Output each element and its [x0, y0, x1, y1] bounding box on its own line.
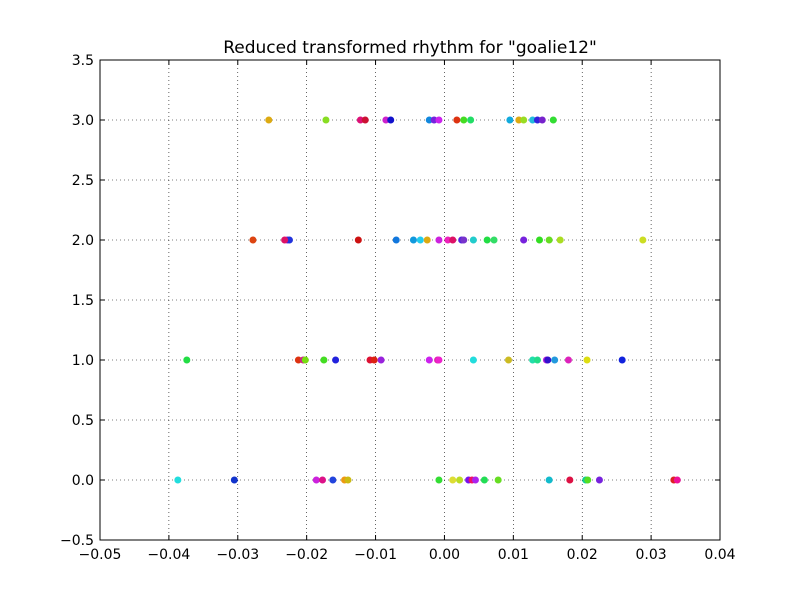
- data-point: [469, 356, 477, 364]
- data-point: [356, 116, 364, 124]
- data-point: [545, 236, 553, 244]
- data-point: [618, 356, 626, 364]
- data-point: [551, 356, 559, 364]
- data-point: [595, 476, 603, 484]
- data-point: [584, 476, 592, 484]
- data-point: [377, 356, 385, 364]
- x-tick-label: −0.01: [354, 547, 397, 563]
- data-point: [449, 476, 457, 484]
- data-point: [435, 476, 443, 484]
- data-point: [533, 116, 541, 124]
- data-point: [430, 116, 438, 124]
- data-point: [425, 356, 433, 364]
- x-tick-label: 0.00: [429, 547, 460, 563]
- data-point: [467, 116, 475, 124]
- data-point: [494, 476, 502, 484]
- y-tick-labels: −0.5 0.0 0.5 1.0 1.5 2.0 2.5 3.0 3.5: [60, 53, 94, 549]
- data-point: [294, 356, 302, 364]
- data-point: [471, 476, 479, 484]
- data-point: [529, 116, 537, 124]
- data-point: [382, 116, 390, 124]
- data-point: [435, 116, 443, 124]
- data-points: [174, 116, 681, 484]
- x-tick-label: −0.04: [147, 547, 190, 563]
- data-point: [387, 116, 395, 124]
- data-point: [301, 356, 309, 364]
- axis-ticks: [99, 59, 721, 541]
- data-point: [329, 476, 337, 484]
- data-point: [423, 236, 431, 244]
- data-point: [320, 356, 328, 364]
- data-point: [483, 236, 491, 244]
- data-point: [564, 356, 572, 364]
- x-tick-label: −0.03: [216, 547, 259, 563]
- data-point: [453, 116, 461, 124]
- data-point: [520, 116, 528, 124]
- data-point: [639, 236, 647, 244]
- y-tick-label: 2.5: [72, 173, 94, 189]
- data-point: [456, 476, 464, 484]
- data-point: [354, 236, 362, 244]
- data-point: [529, 356, 537, 364]
- x-tick-label: 0.03: [636, 547, 667, 563]
- data-point: [409, 236, 417, 244]
- data-point: [505, 356, 513, 364]
- data-point: [545, 476, 553, 484]
- data-point: [249, 236, 257, 244]
- data-point: [583, 356, 591, 364]
- data-point: [183, 356, 191, 364]
- x-tick-label: 0.01: [498, 547, 529, 563]
- data-point: [506, 116, 514, 124]
- data-point: [174, 476, 182, 484]
- y-tick-label: 3.5: [72, 53, 94, 69]
- data-point: [460, 236, 468, 244]
- x-tick-label: −0.02: [285, 547, 328, 563]
- chart-title: Reduced transformed rhythm for "goalie12…: [223, 38, 597, 58]
- x-tick-labels: −0.05 −0.04 −0.03 −0.02 −0.01 0.00 0.01 0.02 0.0…: [79, 547, 736, 563]
- data-point: [230, 476, 238, 484]
- data-point: [449, 236, 457, 244]
- data-point: [344, 476, 352, 484]
- data-point: [490, 236, 498, 244]
- data-point: [538, 116, 546, 124]
- data-point: [416, 236, 424, 244]
- data-point: [544, 356, 552, 364]
- data-point: [469, 236, 477, 244]
- y-tick-label: 3.0: [72, 113, 94, 129]
- x-tick-label: 0.02: [567, 547, 598, 563]
- data-point: [673, 476, 681, 484]
- data-point: [285, 236, 293, 244]
- x-tick-label: 0.04: [704, 547, 735, 563]
- data-point: [435, 236, 443, 244]
- data-point: [556, 236, 564, 244]
- y-tick-label: 0.5: [72, 413, 94, 429]
- data-point: [425, 116, 433, 124]
- data-point: [566, 476, 574, 484]
- y-tick-label: −0.5: [60, 533, 94, 549]
- data-point: [549, 116, 557, 124]
- data-point: [332, 356, 340, 364]
- data-point: [533, 356, 541, 364]
- data-point: [319, 476, 327, 484]
- data-point: [520, 236, 528, 244]
- y-tick-label: 0.0: [72, 473, 94, 489]
- data-point: [281, 236, 289, 244]
- data-point: [322, 116, 330, 124]
- data-point: [392, 236, 400, 244]
- y-tick-label: 1.0: [72, 353, 94, 369]
- y-tick-label: 2.0: [72, 233, 94, 249]
- y-tick-label: 1.5: [72, 293, 94, 309]
- data-point: [312, 476, 320, 484]
- data-point: [361, 116, 369, 124]
- data-point: [480, 476, 488, 484]
- data-point: [444, 236, 452, 244]
- data-point: [536, 236, 544, 244]
- data-point: [515, 116, 523, 124]
- data-point: [460, 116, 468, 124]
- data-point: [435, 356, 443, 364]
- x-tick-label: −0.05: [79, 547, 122, 563]
- data-point: [265, 116, 273, 124]
- data-point: [370, 356, 378, 364]
